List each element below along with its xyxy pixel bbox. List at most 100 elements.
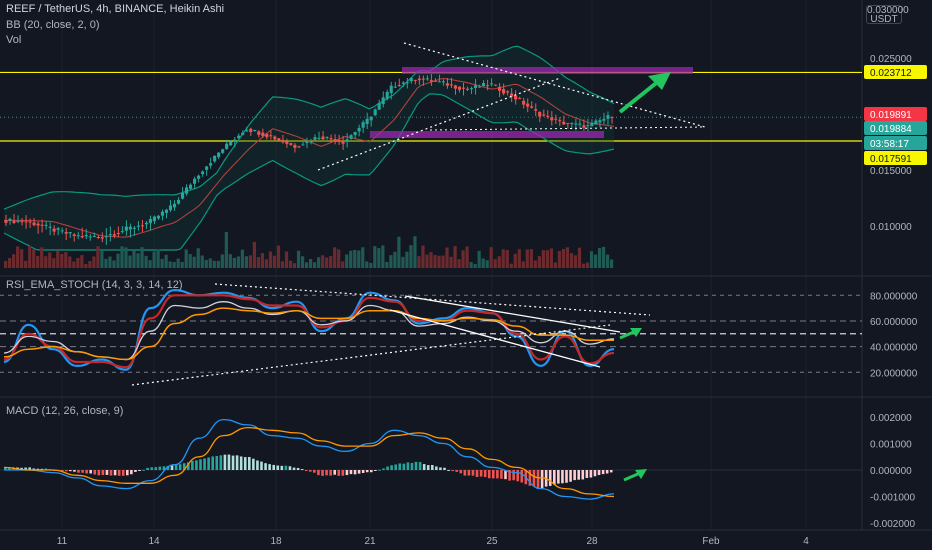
candle-body[interactable] [124,226,128,231]
macd-histogram-bar[interactable] [304,470,308,471]
lower-trendline[interactable] [317,77,561,171]
macd-histogram-bar[interactable] [439,467,442,470]
rsi-series-ema[interactable] [3,307,614,361]
macd-histogram-bar[interactable] [357,470,361,474]
bb-lower-line[interactable] [3,93,615,251]
legend-bb[interactable]: BB (20, close, 2, 0) [6,19,100,31]
candle-body[interactable] [586,125,590,127]
bb-basis-line[interactable] [4,78,615,238]
macd-histogram-bar[interactable] [239,456,243,470]
macd-histogram-bar[interactable] [341,470,345,476]
macd-histogram-bar[interactable] [516,470,519,482]
candle-body[interactable] [421,78,425,80]
candle-body[interactable] [60,230,64,232]
macd-histogram-bar[interactable] [471,470,475,476]
macd-histogram-bar[interactable] [113,470,117,476]
candle-body[interactable] [582,125,586,128]
macd-histogram-bar[interactable] [138,470,141,471]
candle-body[interactable] [373,109,377,116]
candle-body[interactable] [112,234,116,236]
macd-histogram-bar[interactable] [398,463,402,470]
candle-body[interactable] [257,131,261,135]
candle-body[interactable] [409,77,413,82]
macd-histogram-bar[interactable] [597,470,601,476]
legend-symbol[interactable]: REEF / TetherUS, 4h, BINANCE, Heikin Ash… [6,3,224,15]
candle-body[interactable] [337,140,341,142]
macd-pane[interactable] [0,418,862,500]
macd-histogram-bar[interactable] [105,470,109,475]
candle-body[interactable] [92,236,96,238]
symbol-line[interactable]: REEF / TetherUS, 4h, BINANCE, Heikin Ash… [6,3,225,15]
macd-title[interactable]: MACD (12, 26, close, 9) [6,405,124,417]
candle-body[interactable] [305,141,309,144]
candle-body[interactable] [610,116,614,118]
candle-body[interactable] [469,88,474,90]
candle-body[interactable] [393,86,397,88]
candle-body[interactable] [522,100,526,105]
candle-body[interactable] [136,225,140,227]
macd-histogram-bar[interactable] [349,470,353,475]
candle-body[interactable] [514,95,518,100]
macd-histogram-bar[interactable] [601,470,605,475]
macd-histogram-bar[interactable] [4,467,7,470]
macd-histogram-bar[interactable] [85,470,88,474]
candle-body[interactable] [313,137,317,140]
macd-histogram-bar[interactable] [97,470,101,476]
candle-body[interactable] [574,123,578,125]
macd-histogram-bar[interactable] [130,470,133,475]
macd-histogram-bar[interactable] [211,456,214,470]
upper-trendline[interactable] [403,42,706,128]
candle-body[interactable] [108,234,112,236]
candle-body[interactable] [542,114,546,116]
macd-histogram-bar[interactable] [134,470,137,472]
candle-body[interactable] [457,86,461,90]
candle-body[interactable] [558,120,562,122]
macd-histogram-bar[interactable] [329,470,332,476]
rsi-channel-top[interactable] [404,295,621,333]
candle-body[interactable] [193,178,197,184]
candle-body[interactable] [205,166,209,170]
macd-histogram-bar[interactable] [207,457,210,470]
macd-histogram-bar[interactable] [426,465,430,470]
macd-histogram-bar[interactable] [414,461,418,470]
candle-body[interactable] [369,116,373,121]
candle-body[interactable] [84,235,88,237]
candle-body[interactable] [293,144,297,148]
macd-histogram-bar[interactable] [32,468,36,470]
macd-histogram-bar[interactable] [569,470,572,482]
candle-body[interactable] [104,236,108,238]
candle-body[interactable] [417,78,421,81]
bb-upper-line[interactable] [3,45,615,210]
candle-body[interactable] [590,122,594,127]
candle-body[interactable] [437,81,441,83]
candle-body[interactable] [301,144,305,146]
macd-histogram-bar[interactable] [243,457,247,470]
macd-histogram-bar[interactable] [174,464,178,470]
candle-body[interactable] [168,205,173,211]
candle-body[interactable] [381,97,385,105]
candle-body[interactable] [325,137,329,139]
macd-histogram-bar[interactable] [121,470,125,476]
candle-body[interactable] [120,231,124,233]
target-arrow-head[interactable] [648,72,671,90]
candle-body[interactable] [489,83,494,85]
macd-histogram-bar[interactable] [365,470,369,473]
candle-body[interactable] [64,232,68,234]
candle-body[interactable] [209,163,213,166]
macd-histogram-bar[interactable] [370,470,373,473]
macd-histogram-bar[interactable] [203,458,206,470]
candle-body[interactable] [40,224,44,226]
macd-histogram-bar[interactable] [557,470,560,484]
macd-histogram-bar[interactable] [162,466,166,470]
candle-body[interactable] [606,115,610,119]
candle-body[interactable] [333,139,337,142]
macd-histogram-bar[interactable] [422,464,426,470]
macd-histogram-bar[interactable] [325,470,328,476]
macd-histogram-bar[interactable] [500,470,503,479]
candle-body[interactable] [473,85,478,88]
candle-body[interactable] [566,123,570,125]
candle-body[interactable] [72,234,76,236]
candle-body[interactable] [494,84,498,86]
macd-histogram-bar[interactable] [479,470,483,477]
macd-histogram-bar[interactable] [126,470,129,476]
